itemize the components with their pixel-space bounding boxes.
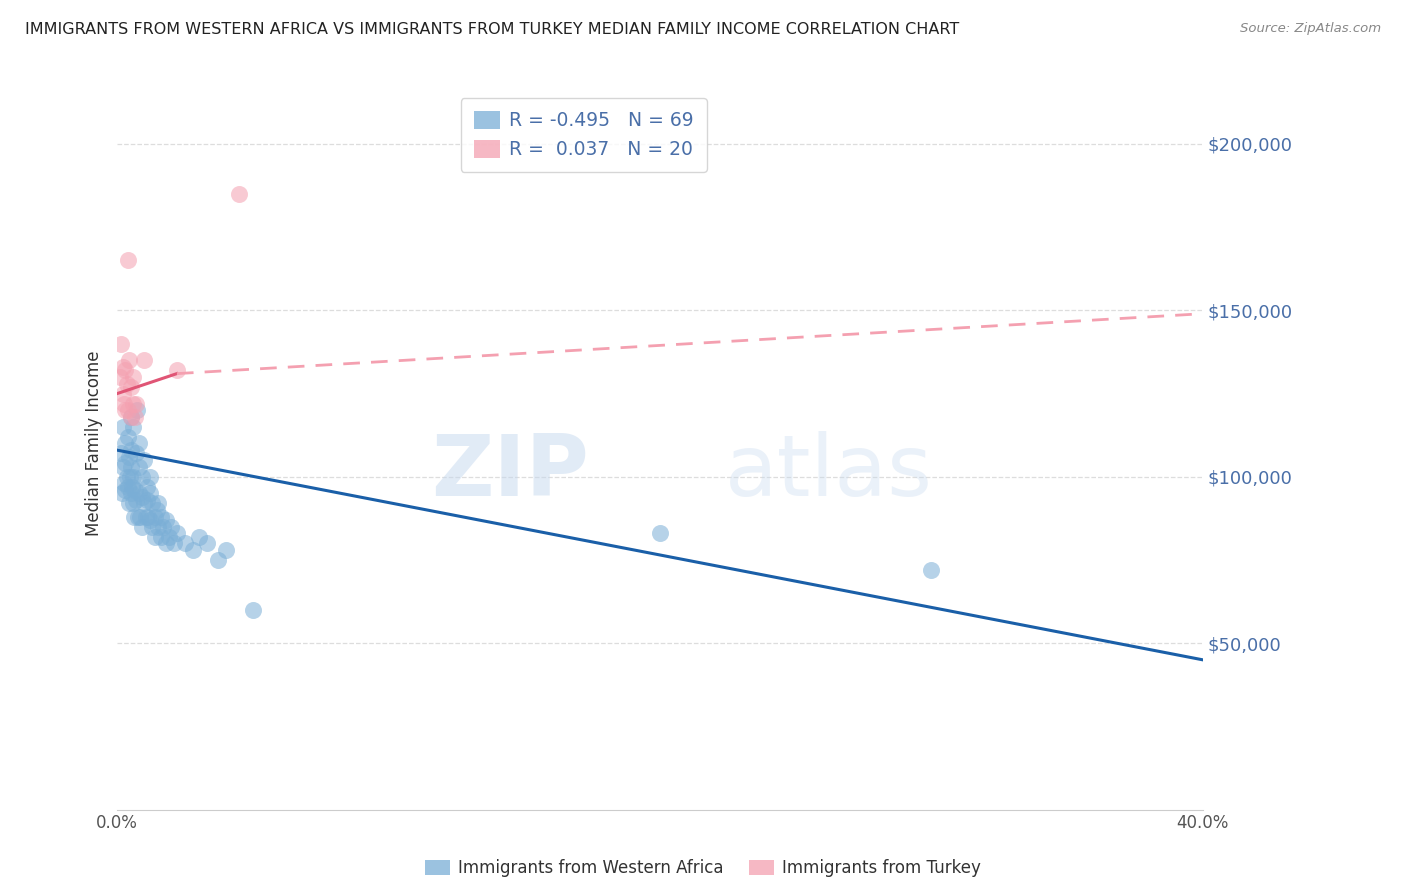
Point [139, 513, 162, 527]
Point [112, 476, 135, 491]
Point [163, 536, 186, 550]
Point [117, 253, 139, 268]
Point [112, 396, 135, 410]
Text: Source: ZipAtlas.com: Source: ZipAtlas.com [1240, 22, 1381, 36]
Point [117, 480, 139, 494]
Point [920, 563, 942, 577]
Point [174, 536, 197, 550]
Point [122, 370, 145, 384]
Point [122, 396, 145, 410]
Point [120, 459, 142, 474]
Point [125, 396, 148, 410]
Point [160, 519, 183, 533]
Text: atlas: atlas [725, 431, 934, 515]
Point [114, 436, 136, 450]
Point [118, 353, 141, 368]
Point [141, 496, 163, 510]
Point [120, 409, 142, 424]
Point [114, 363, 136, 377]
Point [187, 530, 209, 544]
Point [152, 519, 174, 533]
Point [117, 403, 139, 417]
Legend: Immigrants from Western Africa, Immigrants from Turkey: Immigrants from Western Africa, Immigran… [419, 853, 987, 884]
Point [141, 519, 163, 533]
Point [111, 359, 134, 374]
Point [125, 403, 148, 417]
Point [127, 509, 149, 524]
Point [111, 420, 134, 434]
Point [111, 459, 134, 474]
Point [242, 603, 264, 617]
Point [155, 513, 177, 527]
Point [110, 336, 132, 351]
Point [155, 536, 177, 550]
Point [114, 457, 136, 471]
Point [129, 509, 152, 524]
Text: IMMIGRANTS FROM WESTERN AFRICA VS IMMIGRANTS FROM TURKEY MEDIAN FAMILY INCOME CO: IMMIGRANTS FROM WESTERN AFRICA VS IMMIGR… [25, 22, 959, 37]
Point [117, 430, 139, 444]
Point [135, 509, 157, 524]
Point [124, 483, 146, 497]
Point [118, 496, 141, 510]
Point [145, 503, 167, 517]
Legend: R = -0.495   N = 69, R =  0.037   N = 20: R = -0.495 N = 69, R = 0.037 N = 20 [461, 98, 707, 172]
Point [138, 509, 160, 524]
Point [115, 376, 138, 391]
Point [146, 496, 169, 510]
Point [207, 553, 229, 567]
Point [128, 436, 150, 450]
Point [131, 469, 153, 483]
Point [136, 480, 159, 494]
Point [120, 409, 142, 424]
Point [125, 493, 148, 508]
Point [122, 496, 145, 510]
Point [120, 443, 142, 458]
Point [111, 486, 134, 500]
Point [139, 469, 162, 483]
Point [146, 519, 169, 533]
Point [128, 486, 150, 500]
Text: ZIP: ZIP [432, 431, 589, 515]
Point [166, 526, 188, 541]
Point [195, 536, 218, 550]
Point [108, 370, 131, 384]
Point [648, 526, 671, 541]
Point [120, 469, 142, 483]
Point [131, 490, 153, 504]
Point [228, 186, 250, 201]
Point [124, 409, 146, 424]
Point [143, 530, 166, 544]
Point [111, 386, 134, 401]
Point [139, 486, 162, 500]
Point [114, 483, 136, 497]
Point [131, 519, 153, 533]
Point [149, 530, 172, 544]
Point [125, 446, 148, 460]
Point [149, 509, 172, 524]
Point [122, 420, 145, 434]
Point [122, 469, 145, 483]
Point [117, 450, 139, 464]
Point [134, 353, 156, 368]
Point [115, 469, 138, 483]
Point [143, 509, 166, 524]
Point [166, 363, 188, 377]
Point [114, 403, 136, 417]
Point [136, 493, 159, 508]
Point [128, 459, 150, 474]
Point [120, 380, 142, 394]
Point [134, 496, 156, 510]
Point [120, 486, 142, 500]
Point [181, 543, 204, 558]
Point [110, 446, 132, 460]
Point [157, 530, 180, 544]
Point [215, 543, 238, 558]
Y-axis label: Median Family Income: Median Family Income [86, 351, 103, 536]
Point [122, 509, 145, 524]
Point [134, 453, 156, 467]
Point [121, 480, 143, 494]
